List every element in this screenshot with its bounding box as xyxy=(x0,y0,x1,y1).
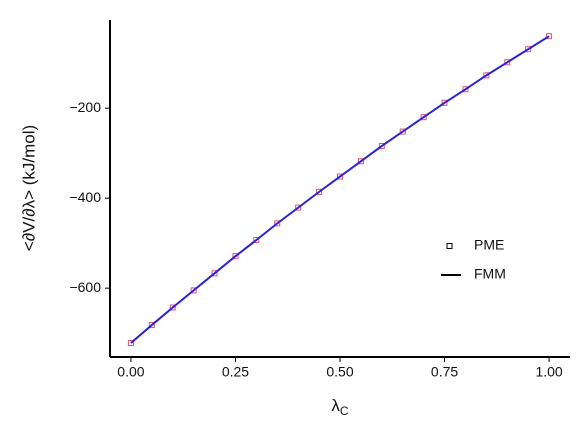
marker xyxy=(211,270,218,277)
marker xyxy=(274,220,281,227)
marker xyxy=(316,188,323,195)
marker xyxy=(169,304,176,311)
marker xyxy=(546,33,553,40)
marker xyxy=(357,158,364,165)
marker xyxy=(253,237,260,244)
y-axis-label: <∂V/∂λ> (kJ/mol) xyxy=(19,125,38,251)
legend-label: FMM xyxy=(474,266,506,282)
x-label-main: λ xyxy=(331,396,340,415)
marker xyxy=(295,204,302,211)
x-axis-label: λC xyxy=(331,396,349,418)
marker xyxy=(441,99,448,106)
marker xyxy=(232,253,239,260)
marker xyxy=(483,72,490,79)
y-tick-label: −600 xyxy=(69,279,101,295)
marker xyxy=(399,128,406,135)
marker xyxy=(190,287,197,294)
y-tick-label: −400 xyxy=(69,189,101,205)
x-label-sub: C xyxy=(340,404,349,418)
legend-label: PME xyxy=(474,237,504,253)
marker xyxy=(504,59,511,66)
marker xyxy=(127,340,134,347)
x-tick-label: 1.00 xyxy=(535,364,562,380)
x-tick-label: 0.50 xyxy=(326,364,353,380)
line xyxy=(130,35,550,344)
marker xyxy=(148,322,155,329)
x-tick-label: 0.75 xyxy=(431,364,458,380)
marker xyxy=(337,173,343,180)
marker xyxy=(462,86,469,93)
marker xyxy=(378,142,385,149)
y-tick-label: −200 xyxy=(69,99,101,115)
marker xyxy=(525,46,532,53)
marker xyxy=(420,114,427,121)
x-tick-label: 0.00 xyxy=(117,364,144,380)
x-tick-label: 0.25 xyxy=(222,364,249,380)
legend-marker xyxy=(446,243,453,249)
